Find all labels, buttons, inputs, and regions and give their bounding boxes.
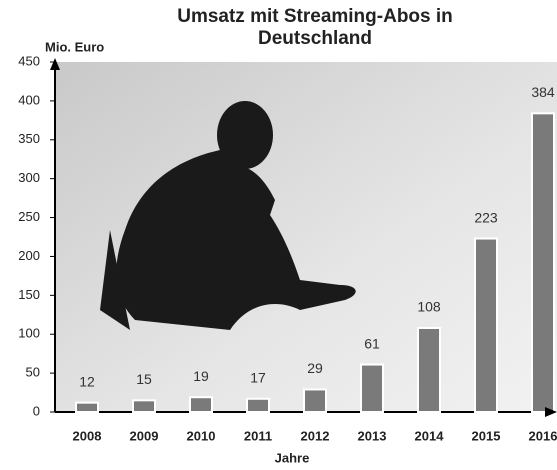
- bar: [304, 389, 326, 412]
- y-tick-label: 50: [26, 365, 40, 380]
- y-axis-label: Mio. Euro: [45, 39, 104, 54]
- bar: [190, 397, 212, 412]
- value-label: 19: [193, 368, 209, 384]
- chart: Mio. Euro Jahre 0 50 100 150 200 250 300 350 400…: [0, 0, 557, 470]
- chart-title: Umsatz mit Streaming-Abos in Deutschland: [150, 6, 480, 50]
- y-tick-label: 400: [18, 92, 40, 107]
- x-tick-label: 2009: [130, 428, 159, 443]
- bar: [76, 403, 98, 412]
- y-tick-label: 150: [18, 287, 40, 302]
- y-tick-label: 450: [18, 53, 40, 68]
- bar: [247, 399, 269, 412]
- chart-canvas: Mio. Euro Jahre 0 50 100 150 200 250 300 350 400…: [0, 0, 557, 470]
- bar: [475, 239, 497, 412]
- x-tick-label: 2008: [73, 428, 102, 443]
- value-label: 223: [474, 209, 498, 225]
- value-label: 15: [136, 371, 152, 387]
- x-axis-label: Jahre: [275, 450, 310, 465]
- x-tick-label: 2014: [415, 428, 445, 443]
- bar: [532, 113, 554, 412]
- x-tick-label: 2013: [358, 428, 387, 443]
- x-tick-label: 2010: [187, 428, 216, 443]
- y-tick-label: 250: [18, 209, 40, 224]
- y-tick-label: 300: [18, 170, 40, 185]
- bar: [133, 400, 155, 412]
- x-tick-label: 2015: [472, 428, 501, 443]
- value-label: 12: [79, 373, 95, 389]
- x-tick-label: 2016: [529, 428, 557, 443]
- value-label: 61: [364, 335, 380, 351]
- y-tick-label: 200: [18, 248, 40, 263]
- bar: [418, 328, 440, 412]
- x-tick-label: 2011: [244, 428, 272, 443]
- value-label: 384: [531, 84, 555, 100]
- x-tick-label: 2012: [301, 428, 330, 443]
- y-tick-label: 100: [18, 326, 40, 341]
- value-label: 29: [307, 360, 323, 376]
- value-label: 17: [250, 369, 266, 385]
- y-tick-label: 0: [33, 403, 40, 418]
- y-tick-label: 350: [18, 131, 40, 146]
- value-label: 108: [417, 299, 441, 315]
- bar: [361, 365, 383, 412]
